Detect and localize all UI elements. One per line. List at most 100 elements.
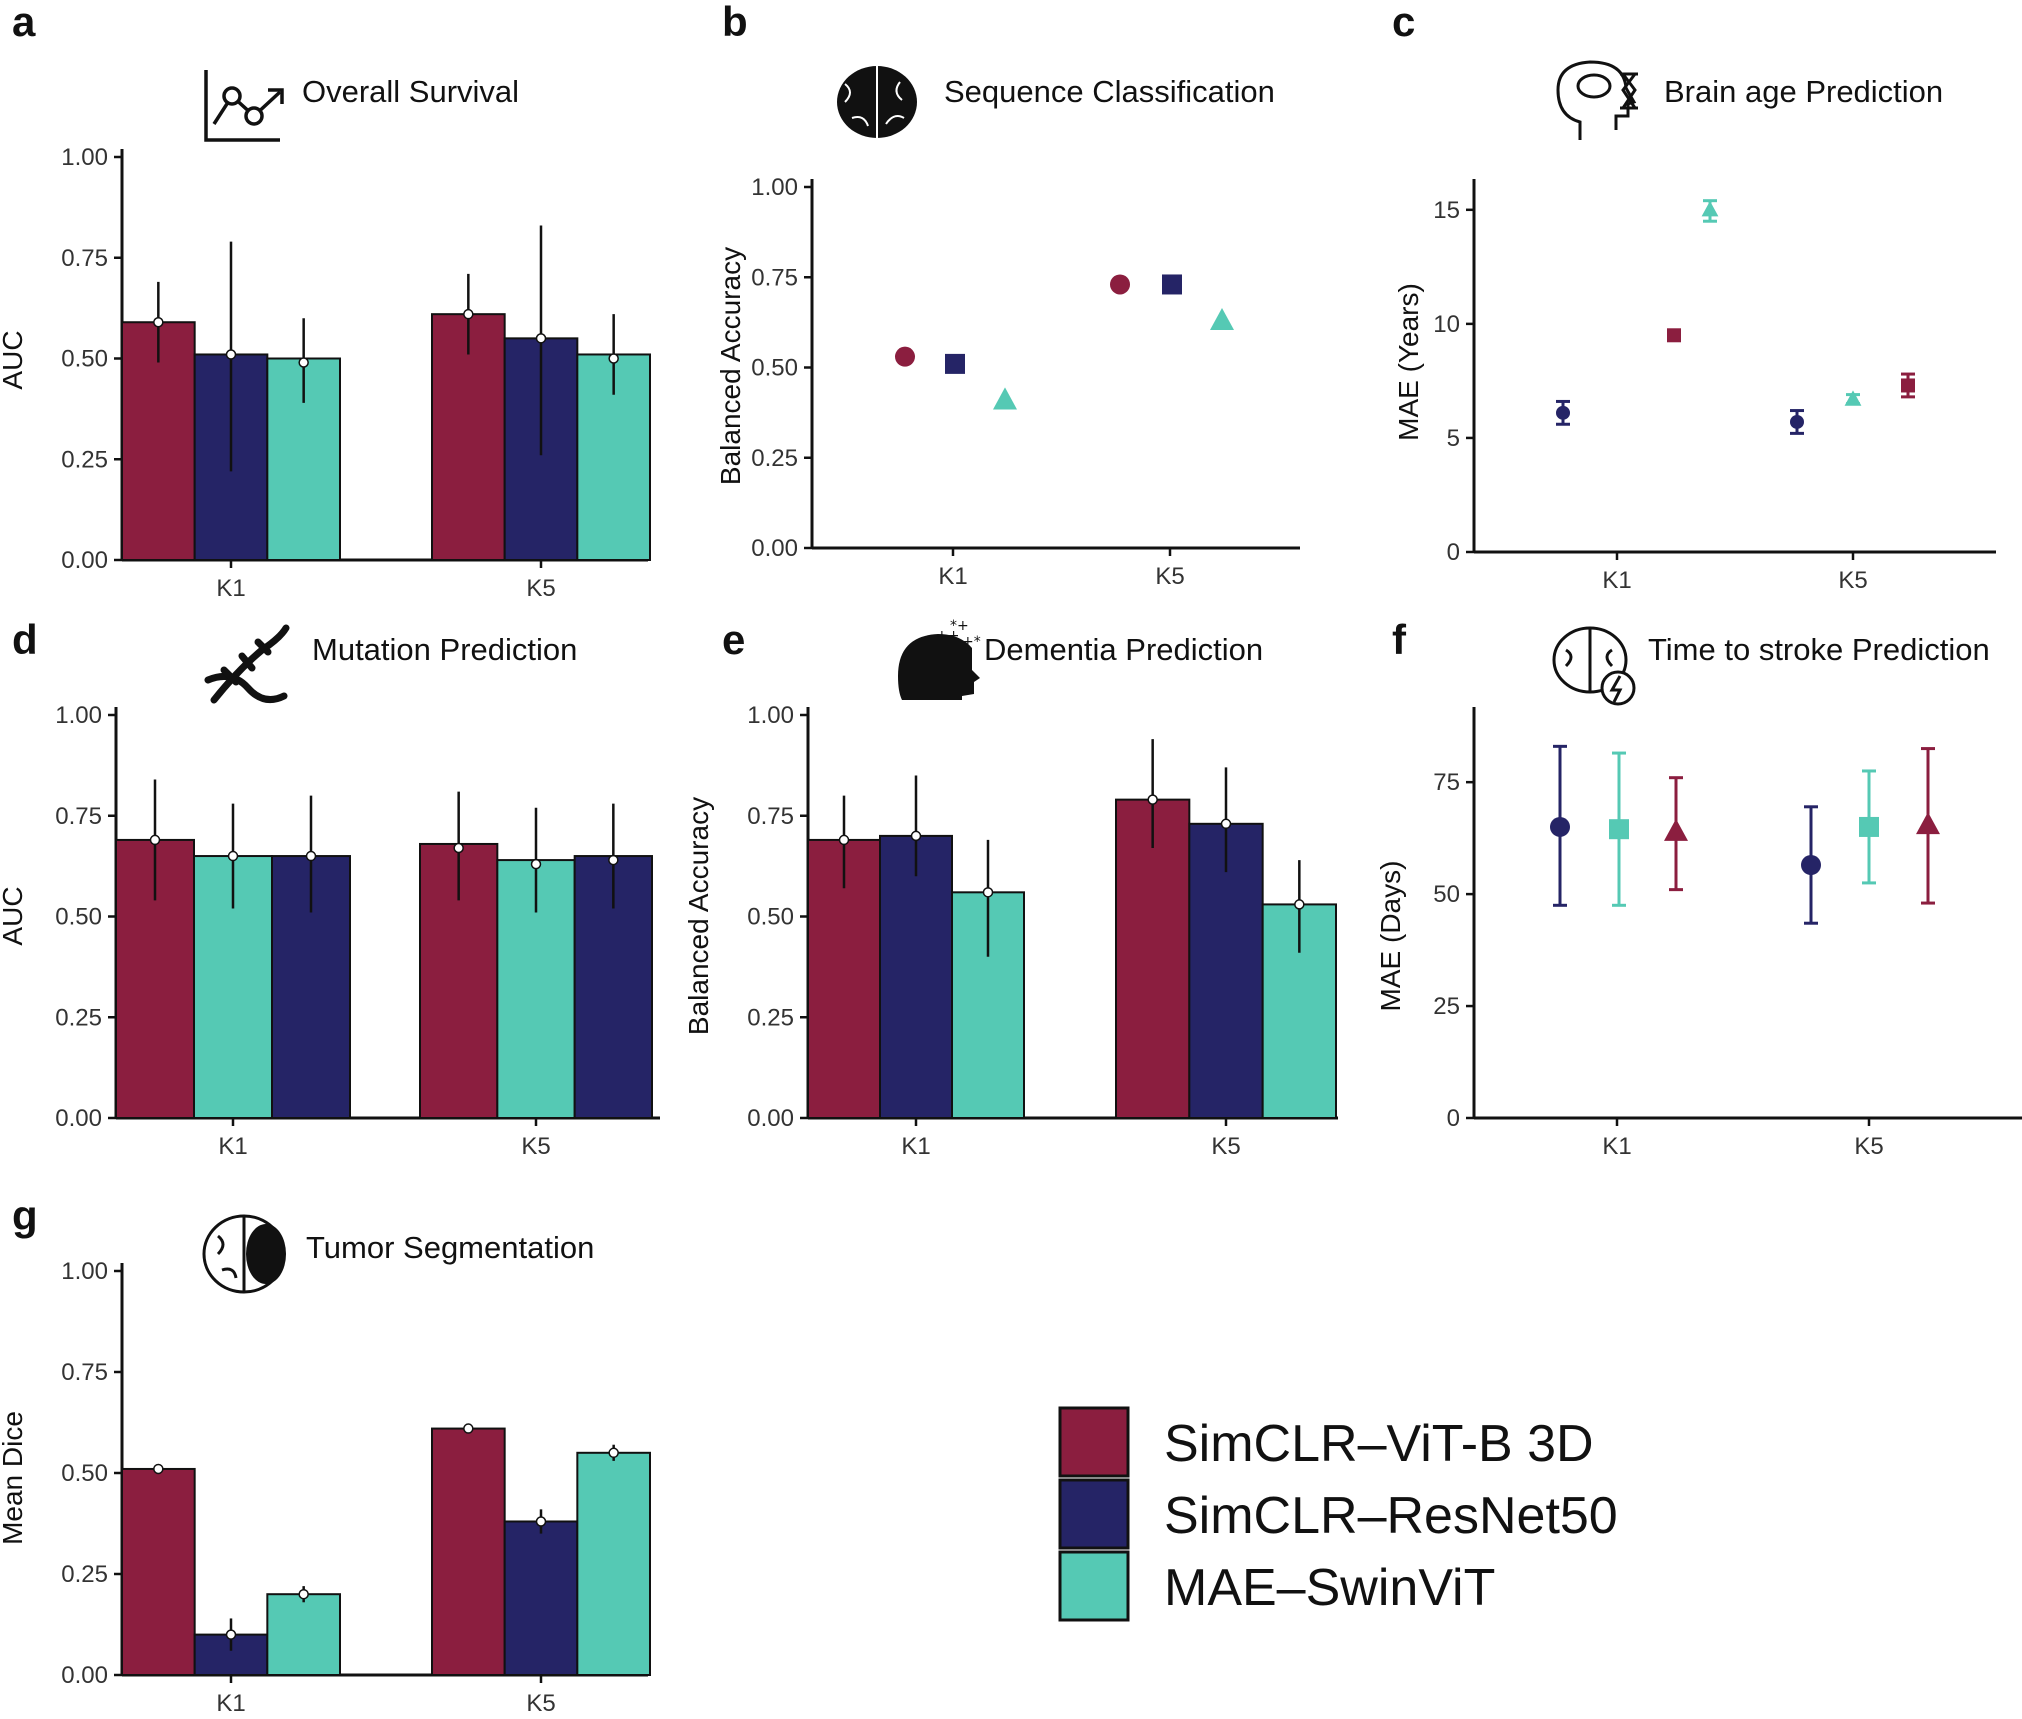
mean-point-g <box>608 1447 619 1459</box>
mean-point-d <box>227 850 239 862</box>
y-axis-label-f: MAE (Days) <box>1375 861 1406 1012</box>
y-axis-label-g: Mean Dice <box>0 1411 28 1545</box>
bar-g <box>503 1520 579 1676</box>
y-tick-label-g: 0.75 <box>61 1359 108 1386</box>
mean-point-a <box>298 357 309 368</box>
panel-title-g: Tumor Segmentation <box>306 1230 594 1265</box>
y-tick-label-f: 25 <box>1433 993 1460 1020</box>
y-tick-label-g: 0.25 <box>61 1561 108 1588</box>
y-tick-label-f: 0 <box>1447 1105 1460 1132</box>
y-tick-label-d: 0.00 <box>55 1105 102 1132</box>
plot-d: 0.00 0.25 0.50 0.75 1.00 K1 K5 <box>55 702 660 1160</box>
brain-lightning-icon <box>1552 626 1636 706</box>
plot-e: 0.00 0.25 0.50 0.75 1.00 K1 K5 <box>747 702 1338 1160</box>
mean-point-e <box>1220 818 1232 830</box>
x-tick-label-d: K5 <box>521 1133 550 1160</box>
point-square-f <box>1609 819 1629 840</box>
brain-tumor-icon <box>202 1214 286 1294</box>
point-circle-c <box>1556 405 1570 420</box>
panel-letter-g: g <box>12 1192 38 1239</box>
x-tick-label-e: K1 <box>901 1133 930 1160</box>
point-circle-f <box>1550 816 1570 837</box>
bar-e <box>1261 903 1337 1119</box>
bar-g <box>431 1427 506 1677</box>
legend-label-2: MAE–SwinViT <box>1164 1559 1495 1617</box>
y-axis-label-d: AUC <box>0 886 28 945</box>
y-tick-label-c: 10 <box>1433 311 1460 338</box>
y-axis-label-a: AUC <box>0 330 28 389</box>
y-axis-label-c: MAE (Years) <box>1393 283 1424 441</box>
y-tick-label-a: 0.25 <box>61 446 108 473</box>
dissolving-head-icon: ++*++* <box>898 618 981 700</box>
y-tick-label-g: 1.00 <box>61 1258 108 1285</box>
svg-text:++: ++ <box>936 628 959 644</box>
panel-title-d: Mutation Prediction <box>312 632 577 667</box>
x-tick-label-e: K5 <box>1211 1133 1240 1160</box>
y-tick-label-b: 1.00 <box>751 174 798 201</box>
mean-point-a <box>225 349 237 360</box>
plot-f: 0 25 50 75 K1 K5 <box>1433 707 2022 1160</box>
bar-e <box>1115 798 1191 1119</box>
y-tick-label-a: 0.00 <box>61 547 108 574</box>
mean-point-a <box>153 316 164 328</box>
panel-letter-e: e <box>722 616 745 663</box>
point-triangle-c <box>1701 200 1719 217</box>
panel-letter-a: a <box>12 0 36 45</box>
bar-a <box>431 313 506 562</box>
x-tick-label-f: K1 <box>1602 1133 1631 1160</box>
y-tick-label-b: 0.25 <box>751 445 798 472</box>
plot-b: 0.00 0.25 0.50 0.75 1.00 K1 K5 <box>751 174 1300 590</box>
y-axis-label-e: Balanced Accuracy <box>683 797 714 1035</box>
y-tick-label-d: 0.25 <box>55 1004 102 1031</box>
mean-point-e <box>910 830 922 842</box>
point-circle-b <box>895 346 915 367</box>
x-tick-label-b: K1 <box>938 563 967 590</box>
point-square-f <box>1859 816 1879 837</box>
x-tick-label-a: K5 <box>526 575 555 602</box>
legend-swatch-2 <box>1058 1550 1130 1622</box>
point-square-c <box>1901 378 1915 393</box>
svg-text:+*: +* <box>962 634 981 650</box>
mean-point-d <box>149 834 161 846</box>
panel-letter-c: c <box>1392 0 1415 45</box>
y-tick-label-g: 0.50 <box>61 1460 108 1487</box>
mean-point-d <box>305 850 317 862</box>
x-tick-label-b: K5 <box>1155 563 1184 590</box>
legend-label-1: SimCLR–ResNet50 <box>1164 1487 1618 1545</box>
point-circle-f <box>1801 855 1821 876</box>
point-triangle-b <box>993 387 1017 410</box>
point-triangle-f <box>1916 812 1940 835</box>
x-tick-label-g: K5 <box>526 1690 555 1717</box>
point-triangle-b <box>1210 307 1234 331</box>
dna-icon <box>204 624 290 704</box>
mean-point-d <box>453 842 464 854</box>
y-tick-label-a: 0.75 <box>61 245 108 272</box>
panel-letter-d: d <box>12 616 38 663</box>
panel-title-b: Sequence Classification <box>944 74 1275 109</box>
x-tick-label-f: K5 <box>1854 1133 1883 1160</box>
bar-g <box>576 1451 651 1677</box>
y-tick-label-b: 0.75 <box>751 264 798 291</box>
point-circle-b <box>1110 274 1130 295</box>
brain-icon <box>837 66 917 138</box>
y-tick-label-f: 50 <box>1433 881 1460 908</box>
panel-letter-f: f <box>1392 616 1407 663</box>
mean-point-e <box>1294 899 1305 910</box>
point-circle-c <box>1790 414 1804 429</box>
panel-title-a: Overall Survival <box>302 74 519 109</box>
mean-point-g <box>225 1629 237 1640</box>
panel-title-e: Dementia Prediction <box>984 632 1263 667</box>
y-tick-label-e: 0.50 <box>747 904 794 931</box>
bar-e <box>879 834 953 1120</box>
y-tick-label-b: 0.50 <box>751 355 798 382</box>
x-tick-label-d: K1 <box>218 1133 247 1160</box>
y-tick-label-c: 5 <box>1447 425 1460 452</box>
y-tick-label-e: 0.00 <box>747 1105 794 1132</box>
mean-point-a <box>463 308 474 320</box>
point-square-b <box>945 353 965 374</box>
point-square-b <box>1162 274 1182 295</box>
bar-g <box>121 1467 196 1676</box>
svg-text:*+: *+ <box>950 618 969 634</box>
mean-point-d <box>608 854 619 866</box>
